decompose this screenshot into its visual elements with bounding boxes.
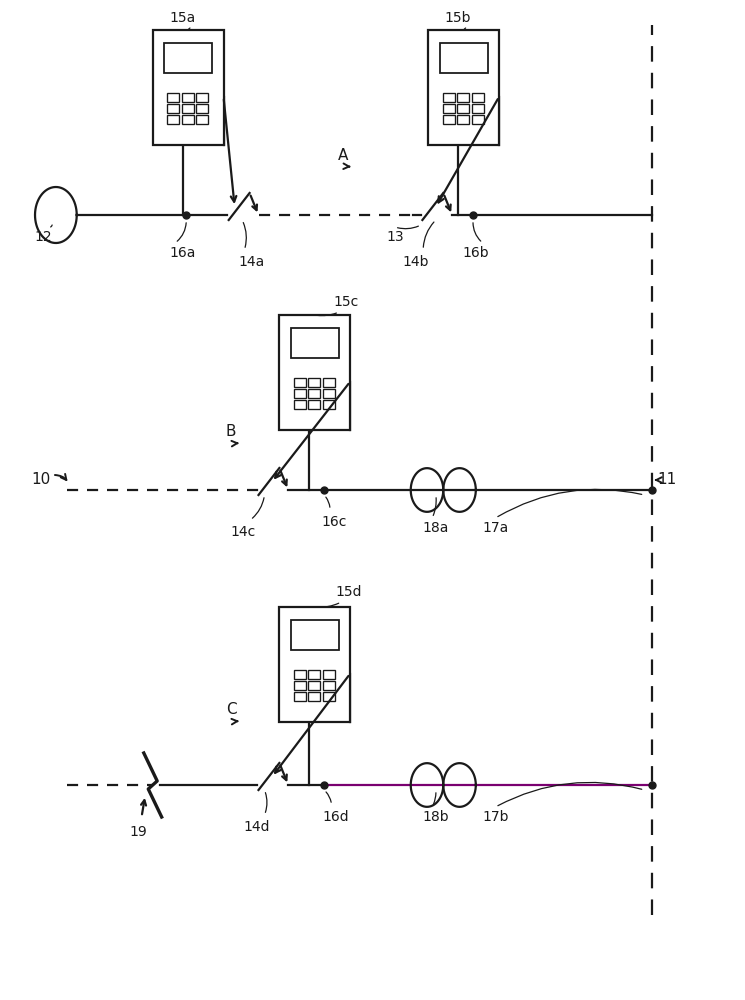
Bar — [323, 400, 335, 409]
Text: A: A — [337, 147, 348, 162]
Text: 14d: 14d — [244, 820, 270, 834]
Bar — [294, 378, 305, 387]
Bar — [323, 681, 335, 690]
Bar — [291, 620, 339, 650]
Text: 15b: 15b — [445, 11, 472, 25]
Bar — [308, 681, 320, 690]
Bar — [167, 93, 179, 102]
Bar — [196, 93, 209, 102]
Bar — [323, 692, 335, 701]
Text: 15d: 15d — [335, 585, 362, 599]
Text: 18a: 18a — [422, 521, 449, 535]
Bar — [443, 93, 454, 102]
Bar — [443, 115, 454, 124]
Text: 17b: 17b — [482, 810, 509, 824]
Bar — [182, 93, 194, 102]
Text: 12: 12 — [34, 230, 52, 244]
Bar — [291, 328, 339, 358]
Bar — [294, 681, 305, 690]
Text: 14b: 14b — [402, 255, 429, 269]
Bar — [472, 104, 484, 113]
Bar — [443, 104, 454, 113]
Bar — [472, 115, 484, 124]
Bar — [323, 378, 335, 387]
Bar — [196, 104, 209, 113]
Text: C: C — [226, 702, 236, 718]
Bar — [153, 30, 224, 145]
Bar — [279, 315, 350, 430]
Text: 13: 13 — [386, 230, 404, 244]
Text: 17a: 17a — [482, 521, 509, 535]
Text: 19: 19 — [129, 825, 147, 839]
Bar — [308, 692, 320, 701]
Bar — [164, 43, 212, 73]
Bar — [196, 115, 209, 124]
Text: 14c: 14c — [230, 525, 256, 539]
Bar — [323, 670, 335, 679]
Text: 15a: 15a — [169, 11, 196, 25]
Bar — [308, 378, 320, 387]
Bar — [182, 115, 194, 124]
Bar — [294, 692, 305, 701]
Bar — [167, 115, 179, 124]
Bar — [457, 104, 469, 113]
Text: 15c: 15c — [334, 295, 359, 309]
Text: B: B — [226, 424, 236, 440]
Bar — [294, 400, 305, 409]
Bar — [308, 400, 320, 409]
Text: 16d: 16d — [322, 810, 349, 824]
Bar — [440, 43, 488, 73]
Text: 18b: 18b — [422, 810, 449, 824]
Text: 16c: 16c — [321, 515, 346, 529]
Bar — [457, 115, 469, 124]
Bar — [279, 607, 350, 722]
Bar — [308, 670, 320, 679]
Text: 14a: 14a — [238, 255, 265, 269]
Bar — [323, 389, 335, 398]
Bar — [308, 389, 320, 398]
Text: 16b: 16b — [462, 246, 489, 260]
Bar — [294, 670, 305, 679]
Bar — [182, 104, 194, 113]
Bar — [167, 104, 179, 113]
Bar — [294, 389, 305, 398]
Text: 16a: 16a — [169, 246, 196, 260]
Bar — [472, 93, 484, 102]
Bar — [457, 93, 469, 102]
Text: 11: 11 — [657, 473, 676, 488]
Text: 10: 10 — [31, 473, 51, 488]
Bar — [428, 30, 499, 145]
